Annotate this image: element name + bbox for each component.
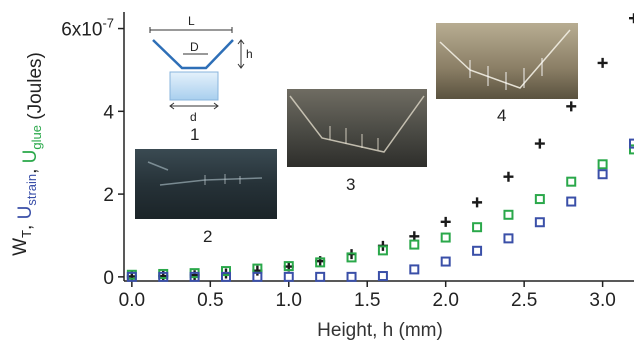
y-tick-label-value: 2 [103,185,114,206]
y-tick-label-value: 0 [103,268,114,289]
data-point [189,271,200,282]
data-point [534,138,545,149]
tick-group: 0.0 0.5 1.0 1.5 2.0 2.5 3.0 0 2 4 6x10-7 [61,16,616,311]
data-point [534,217,545,228]
data-point [158,271,169,282]
series-group [126,13,634,282]
data-point [472,245,483,256]
data-point [534,194,545,205]
inset-photo-2: 2 [135,149,277,246]
data-point [221,271,231,282]
data-point [315,271,326,282]
x-tick-label: 1.5 [354,290,380,311]
photo-4 [436,23,578,99]
data-point [597,57,608,68]
data-point [629,13,634,24]
schematic-label-l: L [188,14,195,28]
x-axis-title: Height, h (mm) [317,320,443,341]
y-tick-label-value: 6x10 [61,20,102,41]
y-title-subscript: T [19,230,34,238]
y-title-part: U [20,150,41,164]
data-point [252,271,263,282]
data-point [597,169,608,180]
data-point [629,144,634,155]
data-point [566,176,577,187]
inset-photo-3: 3 [287,89,427,194]
photo-3 [287,89,427,167]
data-point [503,209,514,220]
y-title-part: , [15,219,36,230]
x-tick-label: 0.0 [119,290,145,311]
y-title-part: U [15,206,36,220]
schematic-label-h: h [246,47,253,61]
data-point [409,239,420,250]
data-point [377,271,388,282]
y-tick-label: 2 [103,185,114,206]
data-point [440,232,451,243]
y-tick-label: 4 [103,102,114,123]
x-tick-label: 0.5 [197,290,223,311]
glue-strand [152,39,234,70]
y-title-subscript: glue [29,125,44,150]
y-title-part: W [10,238,31,256]
inset-schematic: L D h d 1 [149,14,253,144]
data-point [346,252,357,263]
x-tick-label: 2.0 [432,290,458,311]
data-point [283,261,294,272]
y-title-part: , [20,163,41,174]
inset-label-2: 2 [203,227,212,246]
inset-label-4: 4 [497,106,506,125]
data-point [472,222,483,233]
schematic-label-D: D [190,40,199,54]
y-axis-title: WT, Ustrain, Uglue (Joules) [10,52,46,256]
inset-label-1: 1 [190,125,199,144]
y-tick-label: 0 [103,268,114,289]
data-point [597,159,608,170]
data-point [440,216,451,227]
y-title-part: (Joules) [25,52,46,125]
data-point [566,101,577,112]
x-tick-label: 2.5 [511,290,537,311]
y-tick-label-exponent: -7 [102,16,114,31]
data-point [503,233,514,244]
inset-photo-4: 4 [436,23,578,125]
data-point [377,245,388,256]
data-point [566,196,577,207]
data-point [126,271,137,282]
data-point [346,271,357,282]
data-point [409,264,420,275]
series-2 [126,138,634,282]
data-point [315,257,326,268]
data-point [221,266,231,277]
data-point [629,138,634,149]
y-title-subscript: strain [24,174,39,206]
data-point [283,271,294,282]
schematic-label-d: d [190,110,197,124]
photo-2 [135,149,277,219]
x-tick-label: 1.0 [276,290,302,311]
base-block [169,71,219,101]
y-tick-label: 6x10-7 [61,16,114,41]
y-tick-label-value: 4 [103,102,114,123]
data-point [440,256,451,267]
data-point [472,197,483,208]
data-point [503,171,514,182]
inset-label-3: 3 [346,175,355,194]
x-tick-label: 3.0 [589,290,615,311]
